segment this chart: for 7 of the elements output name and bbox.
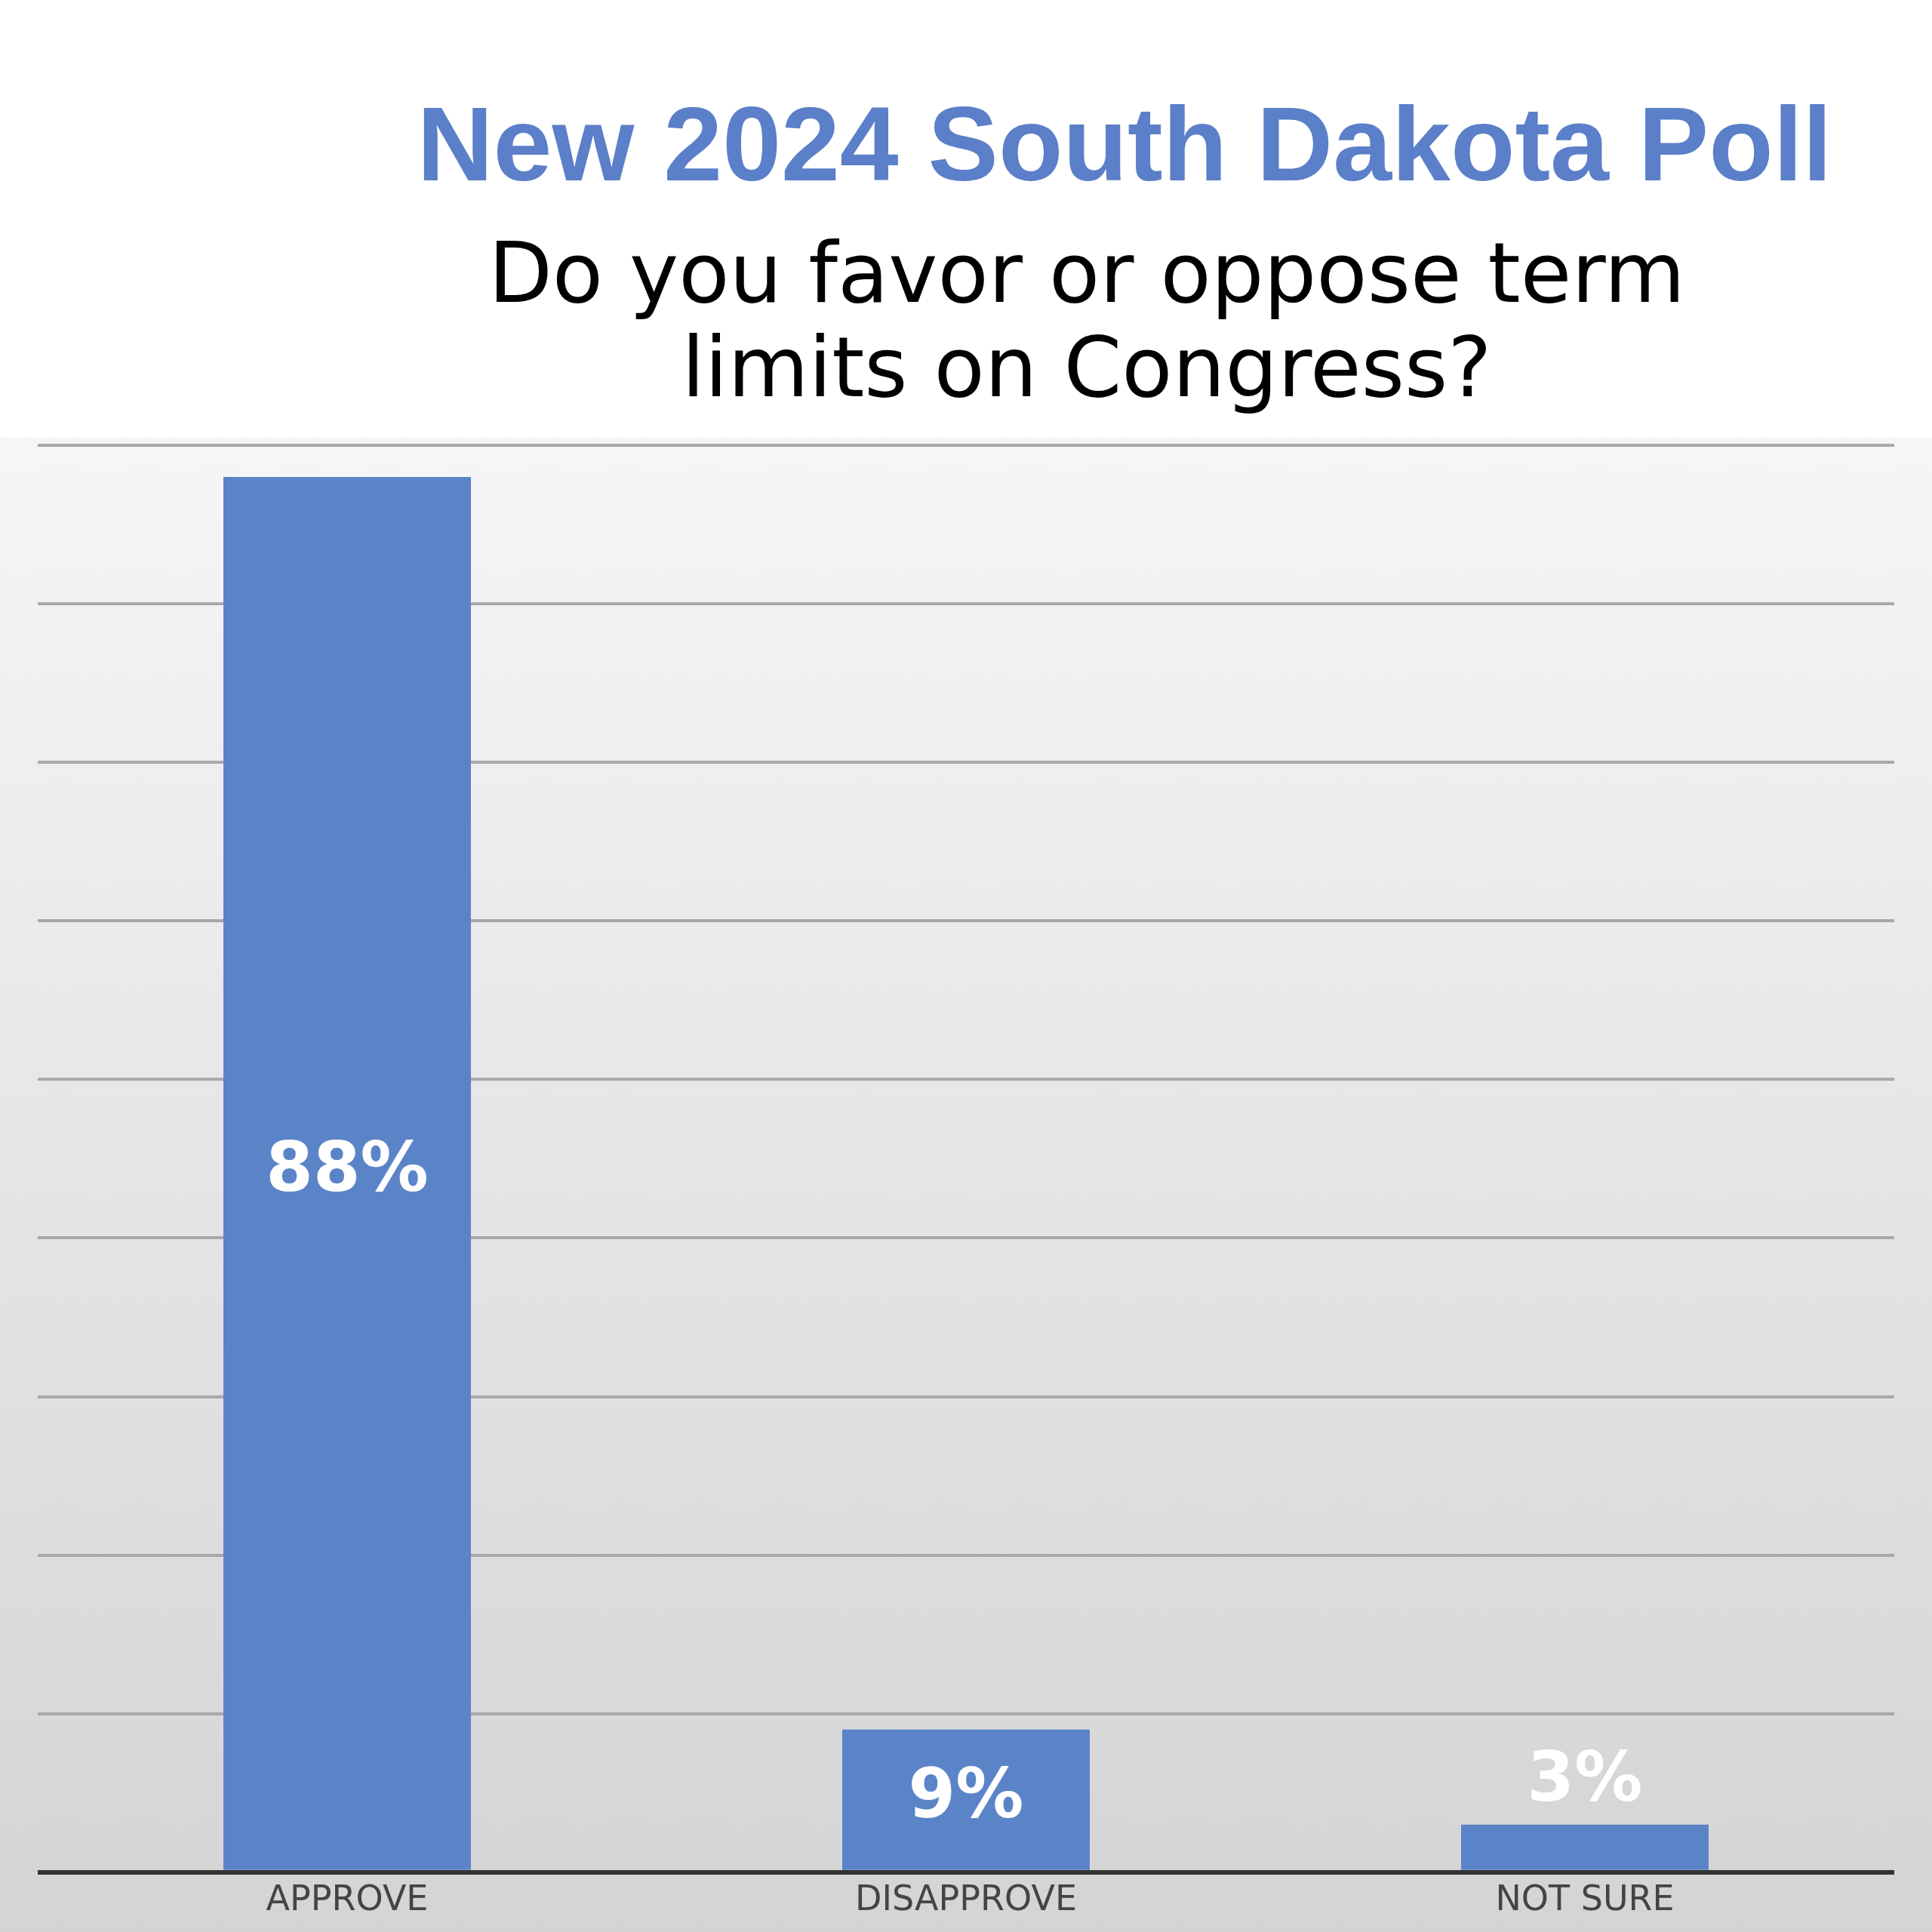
x-tick-label: DISAPPROVE	[855, 1878, 1077, 1919]
data-label: 88%	[266, 1128, 429, 1208]
chart-title: New 2024 South Dakota Poll	[416, 84, 1833, 205]
x-tick-label: APPROVE	[266, 1878, 429, 1919]
data-label: 9%	[908, 1754, 1024, 1834]
x-tick-label: NOT SURE	[1495, 1878, 1675, 1919]
chart-subtitle: Do you favor or oppose term limits on Congress?	[488, 225, 1686, 416]
